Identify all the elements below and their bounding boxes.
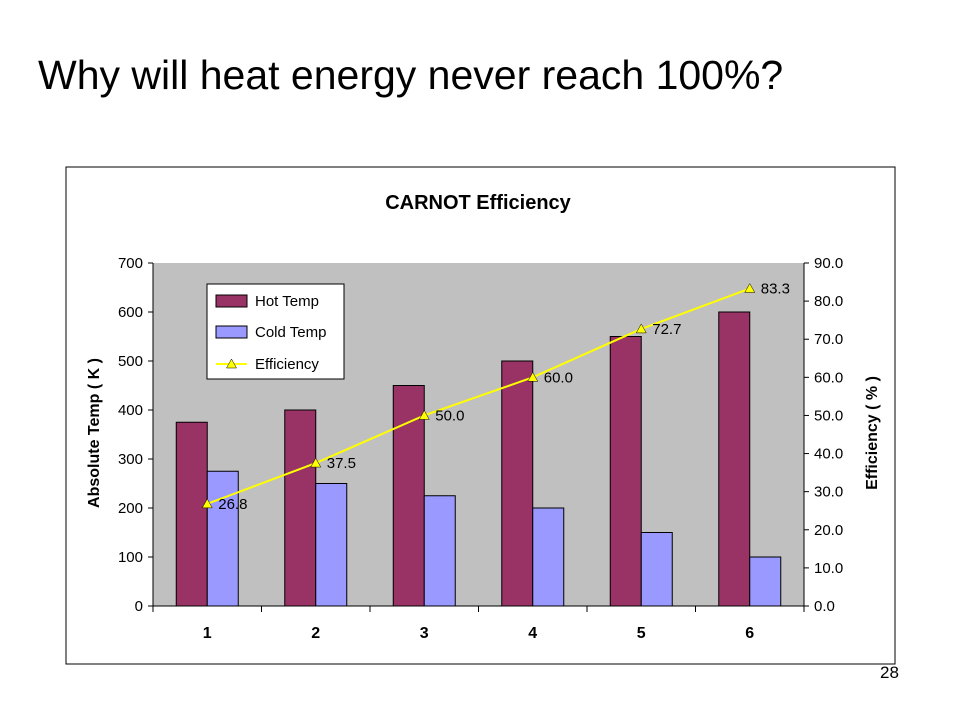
- y2-tick-label: 50.0: [814, 407, 843, 424]
- x-tick-label: 2: [311, 625, 320, 642]
- hot-temp-bar: [175, 421, 208, 607]
- y2-tick-label: 0.0: [814, 598, 835, 615]
- efficiency-data-label: 50.0: [435, 407, 464, 424]
- axes-group: 0 100 200 300 400 500 600 700 0.0 10.0 20.0 30.0 40.…: [118, 255, 843, 642]
- cold-temp-bar: [532, 507, 565, 607]
- page-number: 28: [880, 663, 899, 682]
- x-tick-label: 1: [203, 625, 212, 642]
- efficiency-line: [206, 287, 751, 505]
- efficiency-point: [418, 409, 430, 420]
- efficiency-data-label: 26.8: [218, 496, 247, 513]
- y-tick-label: 600: [118, 304, 143, 321]
- legend-cold-label: Cold Temp: [255, 324, 326, 341]
- bars-group: [175, 311, 782, 607]
- y2-tick-label: 40.0: [814, 446, 843, 463]
- cold-temp-bar: [206, 470, 239, 607]
- y-axis-label: Absolute Temp ( K ): [86, 358, 103, 508]
- y-tick-label: 300: [118, 451, 143, 468]
- cold-temp-bar: [640, 532, 673, 607]
- x-tick-label: 4: [528, 625, 537, 642]
- cold-temp-bar: [315, 483, 348, 607]
- y2-tick-label: 80.0: [814, 293, 843, 310]
- y2-tick-label: 20.0: [814, 522, 843, 539]
- x-tick-label: 5: [637, 625, 646, 642]
- efficiency-data-label: 60.0: [544, 369, 573, 386]
- efficiency-point: [744, 283, 756, 293]
- legend-efficiency-label: Efficiency: [255, 356, 319, 373]
- efficiency-point: [527, 371, 539, 382]
- y2-tick-label: 90.0: [814, 255, 843, 272]
- x-tick-label: 3: [420, 625, 429, 642]
- y2-tick-label: 30.0: [814, 484, 843, 501]
- legend-hot-swatch: [215, 294, 248, 308]
- legend: Hot Temp Cold Temp Efficiency: [206, 283, 345, 380]
- chart-title: CARNOT Efficiency: [385, 192, 571, 214]
- efficiency-point: [635, 323, 647, 334]
- legend-hot-label: Hot Temp: [255, 293, 319, 310]
- hot-temp-bar: [609, 336, 642, 607]
- cold-temp-bar: [423, 495, 456, 607]
- y-tick-label: 100: [118, 549, 143, 566]
- y2-tick-label: 10.0: [814, 560, 843, 577]
- y-tick-label: 0: [135, 598, 143, 615]
- slide-title: Why will heat energy never reach 100%?: [38, 52, 784, 98]
- y-tick-label: 400: [118, 402, 143, 419]
- y-tick-label: 700: [118, 255, 143, 272]
- hot-temp-bar: [718, 311, 751, 607]
- y-tick-label: 200: [118, 500, 143, 517]
- efficiency-data-label: 72.7: [652, 321, 681, 338]
- efficiency-point: [201, 498, 213, 509]
- efficiency-data-label: 37.5: [327, 455, 356, 472]
- y2-tick-label: 60.0: [814, 369, 843, 386]
- efficiency-line-group: 26.8 37.5 50.0 60.0 72.7 83.3: [201, 281, 790, 513]
- efficiency-point: [310, 457, 322, 468]
- y-tick-label: 500: [118, 353, 143, 370]
- hot-temp-bar: [501, 360, 534, 607]
- cold-temp-bar: [749, 556, 782, 607]
- legend-cold-swatch: [215, 325, 248, 339]
- y2-tick-label: 70.0: [814, 331, 843, 348]
- hot-temp-bar: [284, 409, 317, 607]
- x-tick-label: 6: [745, 625, 754, 642]
- y2-axis-label: Efficiency ( % ): [864, 376, 881, 490]
- efficiency-data-label: 83.3: [761, 281, 790, 298]
- legend-efficiency-marker: [226, 358, 237, 369]
